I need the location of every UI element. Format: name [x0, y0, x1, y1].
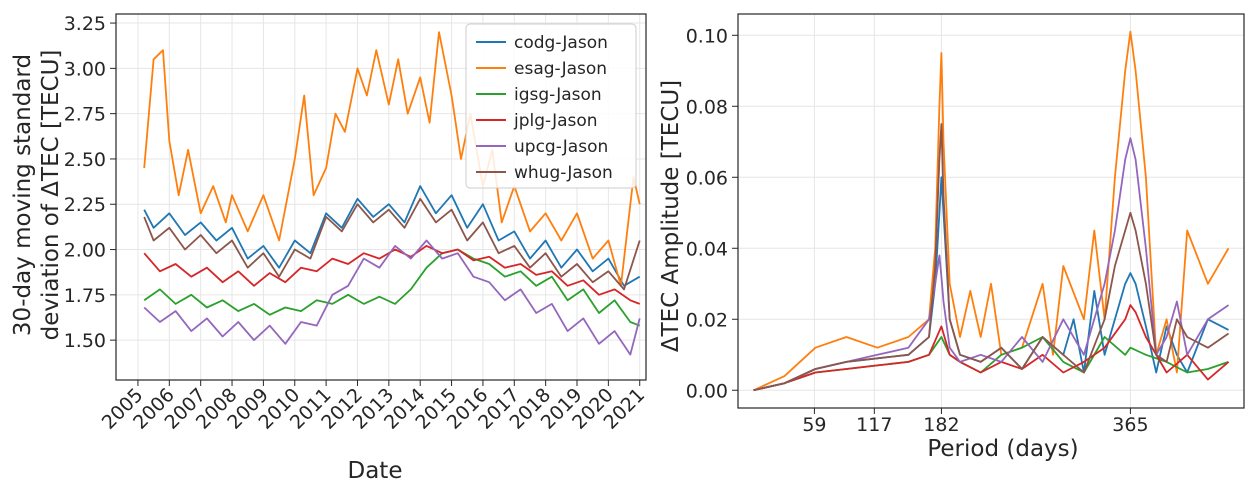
legend-label-codg-jason: codg-Jason [514, 33, 608, 53]
right-y-tick-label: 0.10 [686, 25, 728, 47]
left-y-tick-label: 2.25 [64, 194, 106, 216]
left-series-group [143, 31, 641, 356]
left-y-axis-label-line1: 30-day moving standard [10, 54, 36, 336]
legend: codg-Jason esag-Jason igsg-Jason jplg-Jason… [465, 23, 637, 189]
left-y-tick-label: 2.75 [64, 104, 106, 126]
right-gridlines [738, 14, 1244, 408]
left-y-tick-label: 2.00 [64, 240, 106, 262]
right-x-tick-label: 117 [856, 414, 892, 436]
series-line-codg-jason [143, 185, 641, 287]
right-y-tick-label: 0.06 [686, 167, 728, 189]
series-line-igsg-jason [143, 248, 641, 327]
legend-label-upcg-jason: upcg-Jason [514, 137, 608, 157]
right-x-tick-label: 59 [802, 414, 826, 436]
left-y-tick-label: 1.50 [64, 330, 106, 352]
left-plot-frame [115, 13, 647, 381]
legend-label-esag-jason: esag-Jason [514, 59, 607, 79]
series-line-jplg-jason [753, 304, 1230, 392]
legend-label-jplg-jason: jplg-Jason [513, 111, 598, 131]
left-y-tick-label: 2.50 [64, 149, 106, 171]
left-chart-panel: 1.501.752.002.252.502.753.003.2520052006… [10, 13, 649, 484]
right-plot-frame [737, 13, 1245, 409]
left-x-axis-label: Date [348, 458, 403, 484]
legend-label-whug-jason: whug-Jason [514, 163, 613, 183]
right-y-tick-label: 0.02 [686, 309, 728, 331]
left-y-axis-label-line2: deviation of ΔTEC [TECU] [38, 50, 64, 341]
right-chart-panel: 0.00 0.02 0.04 0.06 0.08 0.10 59 117 182 365 Peri… [658, 13, 1245, 462]
series-line-jplg-jason [143, 245, 641, 305]
series-line-esag-jason [753, 30, 1230, 392]
right-y-tick-label: 0.00 [686, 380, 728, 402]
right-series-group [753, 30, 1230, 392]
right-y-tick-label: 0.04 [686, 238, 728, 260]
series-line-upcg-jason [753, 137, 1230, 392]
right-y-axis-label: ΔTEC Amplitude [TECU] [658, 80, 684, 352]
left-tick-group: 1.501.752.002.252.502.753.003.2520052006… [64, 13, 650, 434]
left-y-tick-label: 3.25 [64, 13, 106, 35]
right-tick-group: 0.00 0.02 0.04 0.06 0.08 0.10 59 117 182 365 [686, 25, 1149, 436]
right-y-tick-label: 0.08 [686, 96, 728, 118]
right-x-tick-label: 182 [923, 414, 959, 436]
left-y-tick-label: 3.00 [64, 58, 106, 80]
left-y-tick-label: 1.75 [64, 285, 106, 307]
legend-box [465, 23, 637, 189]
series-line-whug-jason [753, 123, 1230, 392]
right-x-tick-label: 365 [1112, 414, 1148, 436]
series-line-esag-jason [143, 31, 641, 287]
series-line-whug-jason [143, 197, 641, 291]
legend-label-igsg-jason: igsg-Jason [514, 85, 602, 105]
series-line-upcg-jason [143, 239, 641, 356]
right-x-axis-label: Period (days) [927, 436, 1078, 462]
